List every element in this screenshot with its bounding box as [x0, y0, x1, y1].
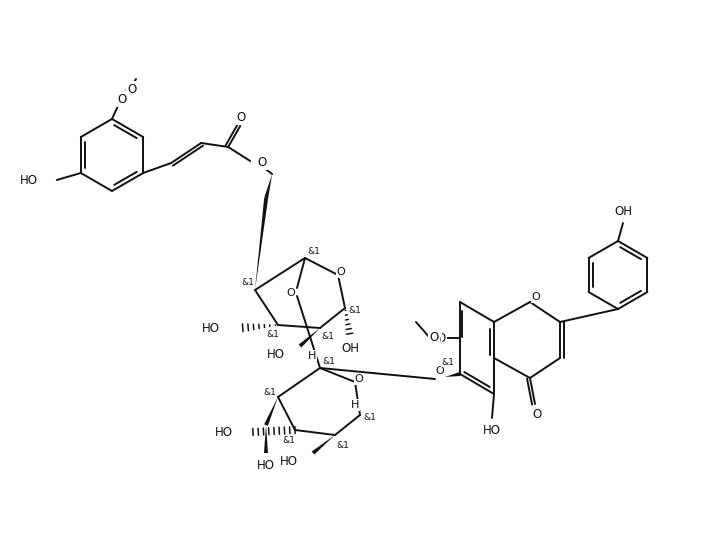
Text: HO: HO: [20, 173, 38, 186]
Text: HO: HO: [483, 423, 501, 437]
Text: &1: &1: [348, 306, 362, 314]
Text: &1: &1: [364, 413, 377, 421]
Text: O: O: [118, 93, 126, 106]
Text: &1: &1: [264, 387, 277, 397]
Polygon shape: [298, 328, 320, 348]
Text: &1: &1: [441, 358, 454, 366]
Text: H: H: [351, 400, 359, 410]
Text: O: O: [532, 408, 542, 421]
Text: &1: &1: [322, 356, 335, 366]
Text: OH: OH: [341, 342, 359, 354]
Text: O: O: [531, 292, 540, 302]
Text: &1: &1: [282, 435, 295, 445]
Text: O: O: [237, 111, 246, 124]
Text: H: H: [308, 351, 317, 361]
Text: HO: HO: [280, 455, 298, 468]
Text: &1: &1: [308, 246, 320, 256]
Text: O: O: [437, 331, 446, 344]
Polygon shape: [255, 198, 268, 290]
Text: HO: HO: [267, 348, 285, 360]
Polygon shape: [264, 397, 278, 426]
Polygon shape: [264, 425, 268, 453]
Text: &1: &1: [322, 331, 335, 341]
Text: O: O: [257, 155, 266, 168]
Text: HO: HO: [202, 322, 220, 335]
Text: &1: &1: [266, 330, 280, 338]
Text: OH: OH: [614, 204, 632, 217]
Text: O: O: [436, 366, 444, 376]
Polygon shape: [264, 174, 272, 198]
Polygon shape: [311, 435, 335, 455]
Polygon shape: [445, 372, 460, 377]
Text: O: O: [431, 334, 441, 347]
Text: &1: &1: [337, 440, 349, 450]
Text: O: O: [354, 374, 364, 384]
Text: O: O: [124, 84, 134, 98]
Text: HO: HO: [215, 426, 233, 439]
Text: O: O: [287, 288, 295, 298]
Text: O: O: [337, 267, 346, 277]
Text: HO: HO: [257, 458, 275, 471]
Text: O: O: [429, 330, 439, 343]
Text: &1: &1: [242, 277, 254, 287]
Text: O: O: [127, 82, 136, 95]
